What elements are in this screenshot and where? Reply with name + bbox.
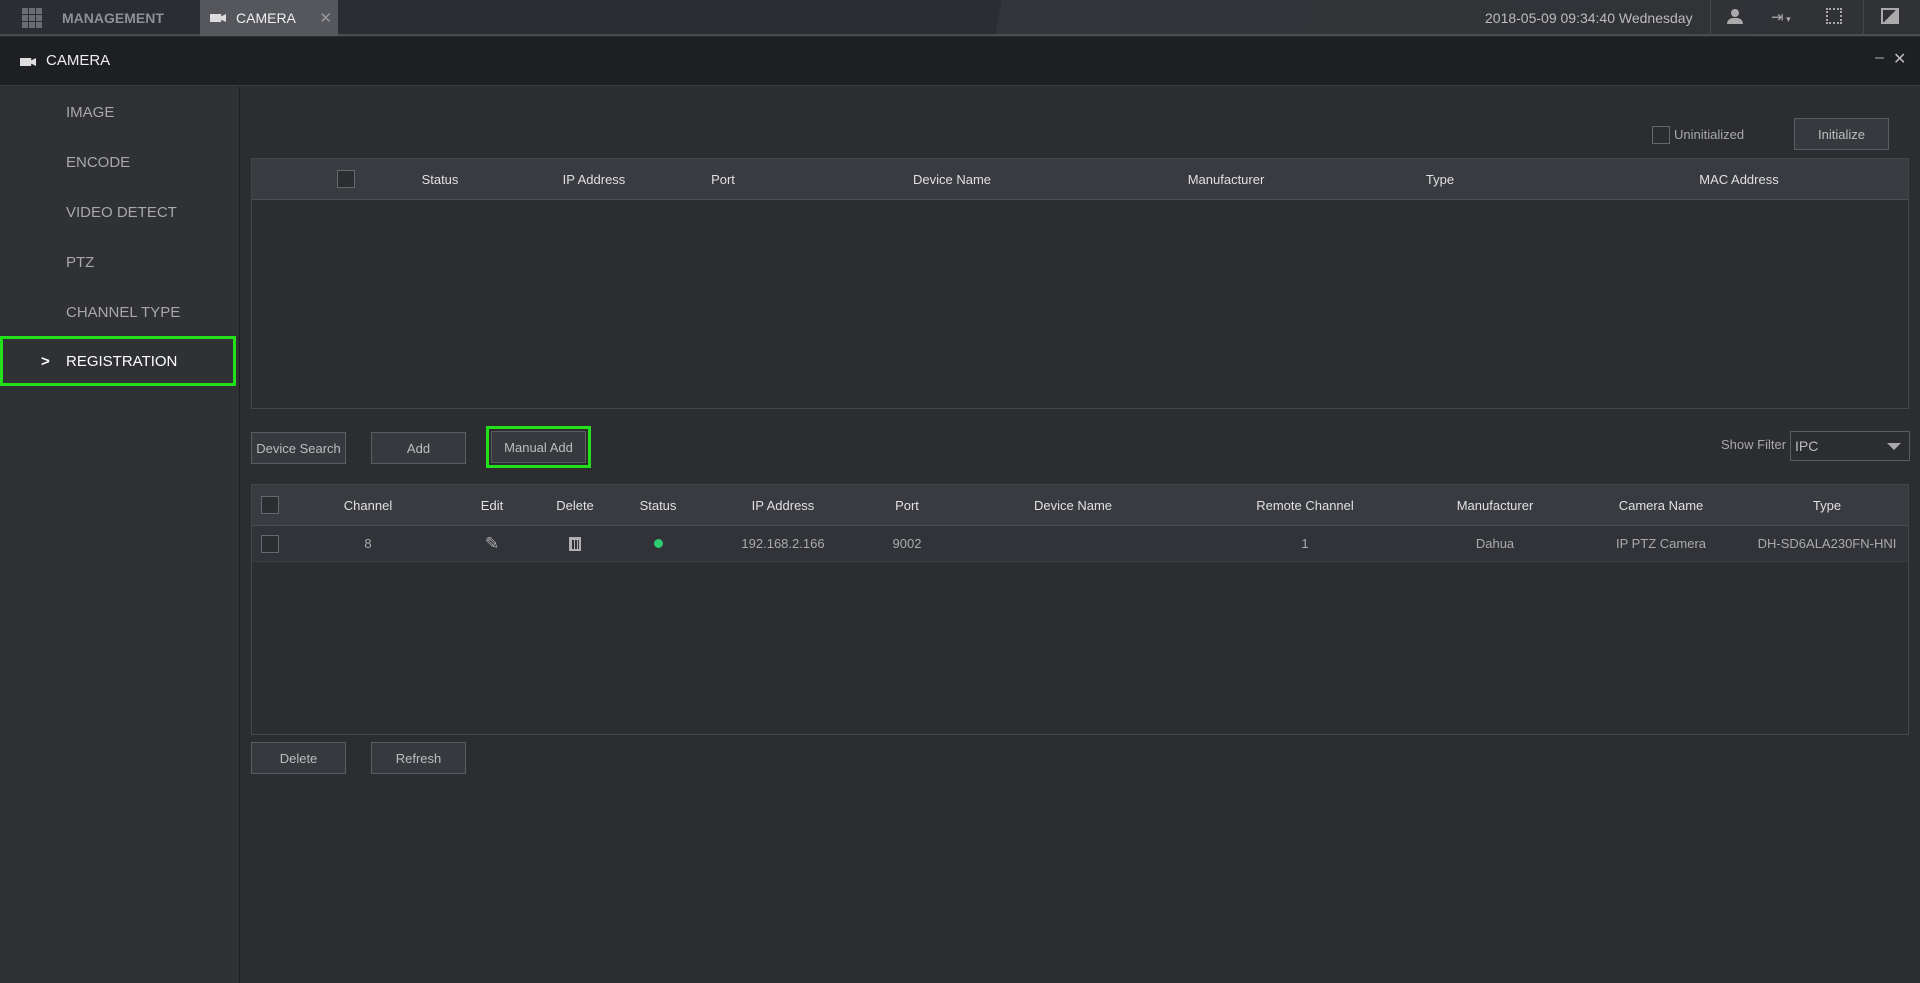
tab-camera-label: CAMERA [236,10,296,26]
top-bar: MANAGEMENT CAMERA ✕ 2018-05-09 09:34:40 … [0,0,1920,36]
sidebar-item-label: REGISTRATION [66,352,178,370]
user-icon[interactable] [1727,9,1743,25]
sidebar-item-ptz[interactable]: PTZ [0,237,240,287]
sidebar-item-label: IMAGE [66,103,115,121]
cell-channel: 8 [364,536,372,551]
cell-ip-address: 192.168.2.166 [741,536,825,551]
logout-icon[interactable]: ⇥ ▾ [1771,9,1791,26]
row-checkbox[interactable] [261,534,279,553]
added-devices-table: Channel Edit Delete Status IP Address Po… [251,484,1909,735]
cell-type: DH-SD6ALA230FN-HNI [1757,536,1897,551]
uninitialized-label: Uninitialized [1674,127,1745,142]
col-mac-address[interactable]: MAC Address [1699,171,1779,187]
row-checkbox-cell [252,526,288,561]
sidebar-item-label: CHANNEL TYPE [66,303,181,321]
select-all-checkbox[interactable] [337,170,355,188]
show-filter-value: IPC [1795,438,1819,454]
camera-icon [20,58,36,66]
delete-row-button[interactable] [545,526,605,561]
delete-button[interactable]: Delete [251,742,346,774]
refresh-button[interactable]: Refresh [371,742,466,774]
close-tab-icon[interactable]: ✕ [319,10,332,27]
sidebar-item-encode[interactable]: ENCODE [0,137,240,187]
cell-manufacturer: Dahua [1475,536,1515,551]
trash-icon [569,536,581,551]
divider [1863,0,1864,36]
window-title-bar: CAMERA – ✕ [0,37,1920,86]
col-ip-address[interactable]: IP Address [562,171,626,187]
cell-port: 9002 [892,536,922,551]
select-all-checkbox[interactable] [261,496,279,514]
uninitialized-checkbox[interactable] [1652,126,1670,144]
col-device-name[interactable]: Device Name [1033,497,1113,513]
cell-camera-name: IP PTZ Camera [1615,536,1707,551]
col-delete: Delete [556,497,594,513]
select-all-cell [252,485,288,525]
show-filter-label: Show Filter [1721,437,1787,452]
col-port[interactable]: Port [711,171,735,187]
divider [1710,0,1711,36]
sidebar-item-registration[interactable]: > REGISTRATION [0,336,236,386]
col-camera-name[interactable]: Camera Name [1618,497,1704,513]
status-dot-icon [653,539,663,548]
col-edit: Edit [480,497,504,513]
manual-add-button[interactable]: Manual Add [491,431,586,463]
cell-remote-channel: 1 [1301,536,1309,551]
add-button[interactable]: Add [371,432,466,464]
col-status[interactable]: Status [639,497,677,513]
tab-camera[interactable]: CAMERA ✕ [200,0,338,36]
initialize-button[interactable]: Initialize [1794,118,1889,150]
col-type[interactable]: Type [1812,497,1842,513]
sidebar: IMAGE ENCODE VIDEO DETECT PTZ CHANNEL TY… [0,87,240,983]
sidebar-item-label: ENCODE [66,153,131,171]
datetime: 2018-05-09 09:34:40 Wednesday [1485,10,1693,26]
table-row[interactable]: 8 ✎ 192.168.2.166 9002 1 Dahua IP PTZ Ca… [252,526,1908,562]
col-ip-address[interactable]: IP Address [751,497,815,513]
table-header: Channel Edit Delete Status IP Address Po… [252,485,1908,526]
window-title: CAMERA [46,52,111,69]
edit-button[interactable]: ✎ [462,526,522,561]
camera-icon [210,14,226,22]
col-port[interactable]: Port [895,497,919,513]
tab-management[interactable]: MANAGEMENT [62,10,164,26]
search-results-table: Status IP Address Port Device Name Manuf… [251,158,1909,409]
select-all-checkbox-cell [327,159,365,199]
monitor-icon[interactable] [1881,8,1899,24]
chevron-right-icon: > [41,352,50,370]
minimize-button[interactable]: – [1875,49,1884,66]
chevron-down-icon [1887,443,1901,450]
col-device-name[interactable]: Device Name [912,171,992,187]
col-manufacturer[interactable]: Manufacturer [1187,171,1265,187]
apps-grid-icon[interactable] [22,8,42,28]
close-button[interactable]: ✕ [1893,51,1907,68]
sidebar-item-video-detect[interactable]: VIDEO DETECT [0,187,240,237]
col-channel[interactable]: Channel [343,497,393,513]
col-type[interactable]: Type [1425,171,1455,187]
device-search-button[interactable]: Device Search [251,432,346,464]
col-manufacturer[interactable]: Manufacturer [1456,497,1534,513]
pencil-icon: ✎ [484,533,500,553]
sidebar-item-channel-type[interactable]: CHANNEL TYPE [0,287,240,337]
manual-add-highlight [486,426,591,468]
sidebar-item-label: PTZ [66,253,95,271]
show-filter-select[interactable]: IPC [1790,431,1910,461]
sidebar-item-image[interactable]: IMAGE [0,87,240,137]
cell-device-name [993,526,1153,561]
table-header: Status IP Address Port Device Name Manuf… [252,159,1908,200]
qr-code-icon[interactable] [1826,8,1842,24]
col-remote-channel[interactable]: Remote Channel [1256,497,1354,513]
col-status[interactable]: Status [421,171,459,187]
sidebar-item-label: VIDEO DETECT [66,203,177,221]
status-online-indicator [623,526,693,561]
